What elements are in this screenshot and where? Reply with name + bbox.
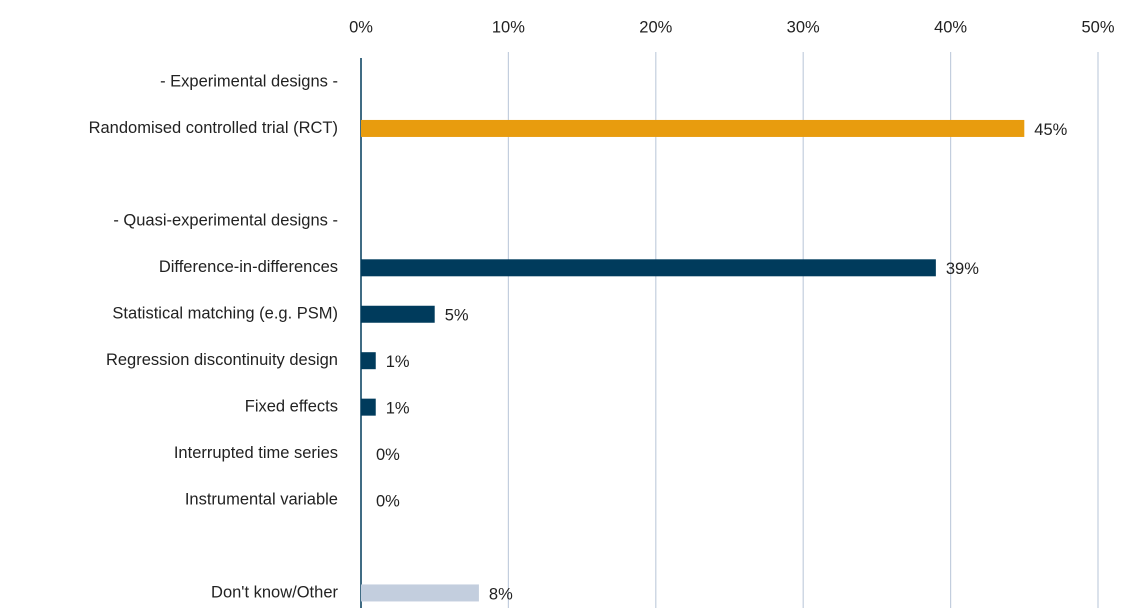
- category-label: Statistical matching (e.g. PSM): [112, 305, 338, 323]
- value-label: 5%: [445, 307, 469, 325]
- value-label: 0%: [376, 446, 400, 464]
- x-tick-label: 40%: [934, 18, 967, 36]
- value-label: 1%: [386, 353, 410, 371]
- x-tick-label: 0%: [349, 18, 373, 36]
- value-label: 0%: [376, 492, 400, 510]
- category-label: Regression discontinuity design: [106, 351, 338, 369]
- category-label: Don't know/Other: [211, 583, 338, 601]
- value-label: 45%: [1034, 121, 1067, 139]
- x-tick-label: 50%: [1081, 18, 1114, 36]
- category-label: Fixed effects: [245, 398, 338, 416]
- value-label: 1%: [386, 400, 410, 418]
- category-label: Difference-in-differences: [159, 258, 338, 276]
- category-label: Instrumental variable: [185, 490, 338, 508]
- category-label: - Experimental designs -: [160, 72, 338, 90]
- bar: [361, 119, 1025, 137]
- bar: [361, 305, 435, 323]
- bar: [361, 259, 936, 277]
- bar: [361, 398, 376, 416]
- x-tick-label: 20%: [639, 18, 672, 36]
- category-label: Interrupted time series: [174, 444, 338, 462]
- category-label: - Quasi-experimental designs -: [113, 212, 338, 230]
- bar: [361, 352, 376, 370]
- x-tick-label: 10%: [492, 18, 525, 36]
- value-label: 39%: [946, 260, 979, 278]
- category-label: Randomised controlled trial (RCT): [89, 119, 338, 137]
- x-tick-label: 30%: [787, 18, 820, 36]
- value-label: 8%: [489, 585, 513, 603]
- bar: [361, 584, 479, 602]
